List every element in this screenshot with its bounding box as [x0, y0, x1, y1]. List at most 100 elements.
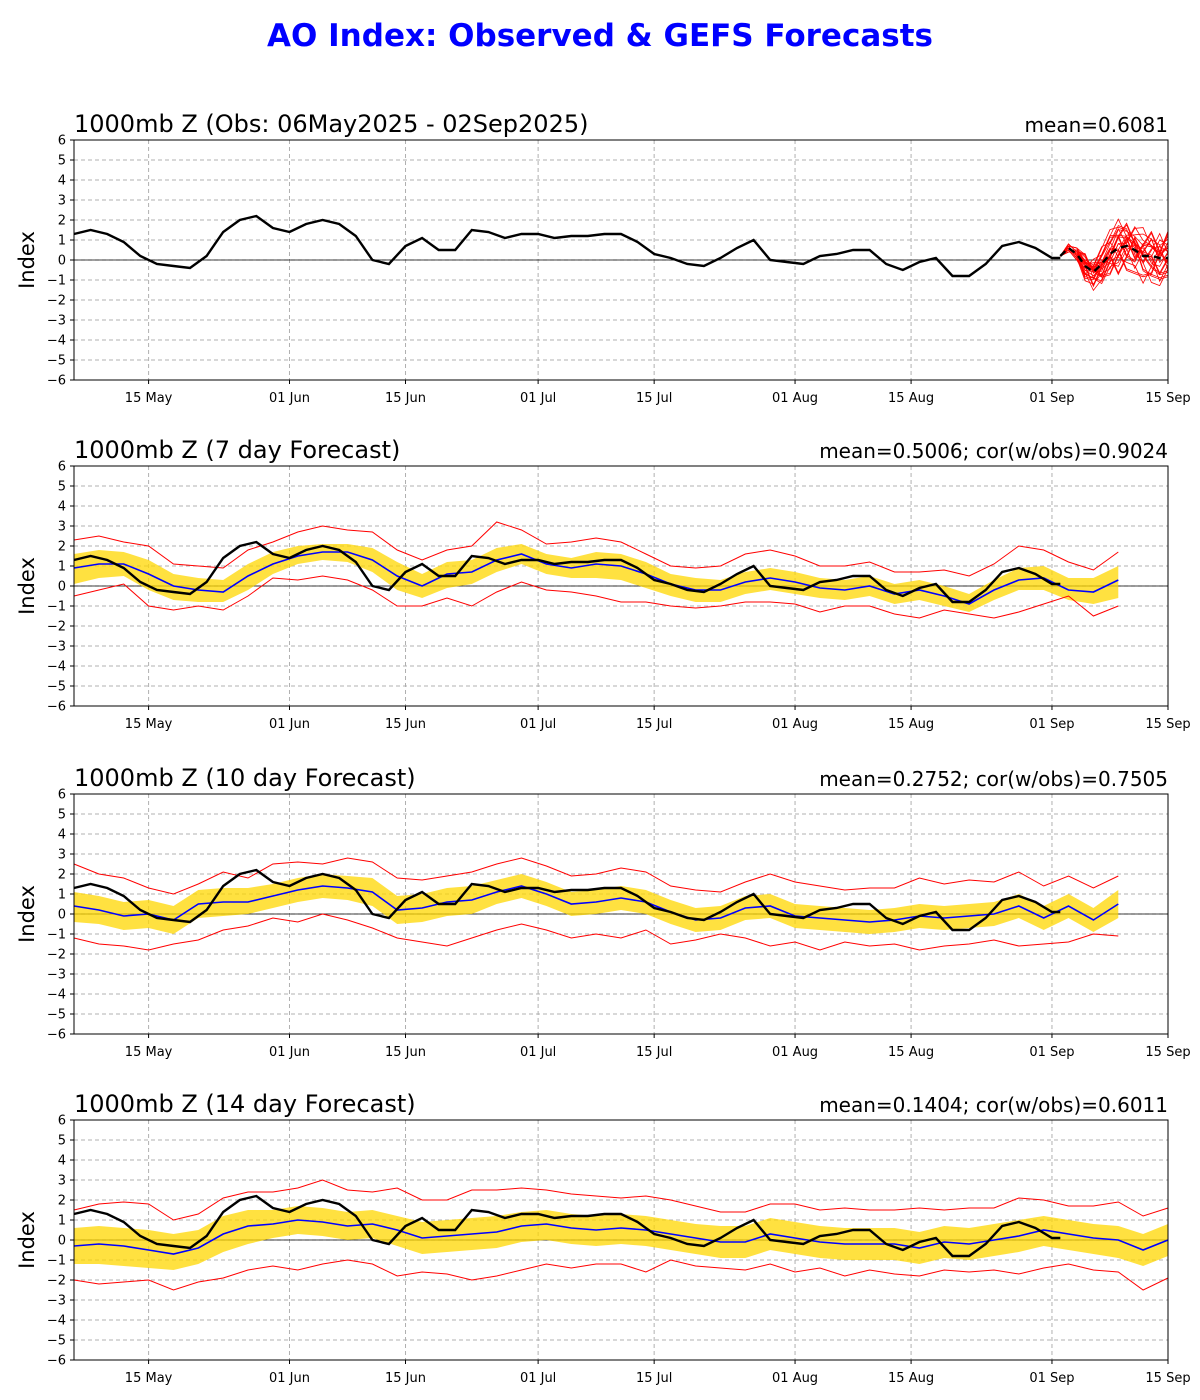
ensemble-max-line — [73, 857, 1119, 895]
x-tick-label: 15 Aug — [888, 717, 934, 732]
x-tick-label: 01 Jun — [269, 391, 310, 406]
ensemble-member-line — [1060, 225, 1169, 276]
y-tick-label: −4 — [47, 660, 66, 675]
ensemble-max-line — [73, 521, 1119, 577]
y-tick-label: −3 — [47, 968, 66, 983]
x-tick-label: 01 Sep — [1029, 1371, 1074, 1386]
y-tick-label: 0 — [58, 908, 66, 923]
panel-title: 1000mb Z (Obs: 06May2025 - 02Sep2025) — [74, 110, 588, 138]
y-tick-label: −5 — [47, 680, 66, 695]
y-tick-label: −2 — [47, 620, 66, 635]
y-tick-label: −2 — [47, 948, 66, 963]
y-axis-label: Index — [15, 1211, 39, 1269]
x-tick-label: 01 Jul — [520, 1371, 556, 1386]
y-tick-label: 1 — [58, 1214, 66, 1229]
y-tick-label: 4 — [58, 828, 66, 843]
y-tick-label: −1 — [47, 928, 66, 943]
y-tick-label: 5 — [58, 154, 66, 169]
y-tick-label: 3 — [58, 520, 66, 535]
y-tick-label: 4 — [58, 1154, 66, 1169]
observed-line — [73, 540, 1061, 604]
y-tick-label: 4 — [58, 174, 66, 189]
y-tick-label: −2 — [47, 294, 66, 309]
x-tick-label: 15 Aug — [888, 391, 934, 406]
y-tick-label: −6 — [47, 700, 66, 715]
x-tick-label: 15 Jun — [385, 717, 426, 732]
x-tick-label: 01 Aug — [772, 717, 818, 732]
x-tick-label: 01 Aug — [772, 391, 818, 406]
x-tick-label: 01 Jul — [520, 391, 556, 406]
x-tick-label: 01 Sep — [1029, 717, 1074, 732]
y-tick-label: 4 — [58, 500, 66, 515]
x-tick-label: 15 Jun — [385, 1045, 426, 1060]
spread-band — [74, 874, 1119, 934]
observed-line — [73, 868, 1061, 932]
y-tick-label: −5 — [47, 1008, 66, 1023]
x-tick-label: 15 Sep — [1145, 717, 1190, 732]
x-tick-label: 15 Jul — [636, 1045, 672, 1060]
ensemble-mean-line — [73, 1219, 1169, 1255]
spread-band — [74, 544, 1119, 612]
ensemble-mean-line — [73, 551, 1119, 605]
y-tick-label: 0 — [58, 254, 66, 269]
ensemble-min-line — [73, 575, 1119, 619]
panel-title: 1000mb Z (10 day Forecast) — [74, 764, 416, 792]
x-tick-label: 01 Jun — [269, 1045, 310, 1060]
x-tick-label: 01 Jun — [269, 1371, 310, 1386]
y-tick-label: −1 — [47, 1254, 66, 1269]
ensemble-min-line — [73, 913, 1119, 951]
x-tick-label: 01 Sep — [1029, 391, 1074, 406]
y-tick-label: −6 — [47, 374, 66, 389]
x-tick-label: 15 Sep — [1145, 391, 1190, 406]
x-tick-label: 01 Aug — [772, 1045, 818, 1060]
y-tick-label: 5 — [58, 480, 66, 495]
x-tick-label: 15 Jul — [636, 391, 672, 406]
x-tick-label: 01 Aug — [772, 1371, 818, 1386]
spread-band — [74, 1206, 1168, 1270]
panel-title: 1000mb Z (7 day Forecast) — [74, 436, 400, 464]
y-axis-label: Index — [15, 885, 39, 943]
panel-stats: mean=0.1404; cor(w/obs)=0.6011 — [819, 1093, 1168, 1117]
y-tick-label: 5 — [58, 1134, 66, 1149]
x-tick-label: 01 Sep — [1029, 1045, 1074, 1060]
panel-stats: mean=0.6081 — [1025, 113, 1168, 137]
y-tick-label: −6 — [47, 1028, 66, 1043]
x-tick-label: 15 Jun — [385, 1371, 426, 1386]
ensemble-member-line — [1060, 238, 1169, 285]
y-tick-label: −1 — [47, 600, 66, 615]
ensemble-member-line — [1059, 222, 1169, 279]
panel-title: 1000mb Z (14 day Forecast) — [74, 1090, 416, 1118]
ensemble-min-line — [73, 1259, 1169, 1291]
y-tick-label: 6 — [58, 1114, 66, 1129]
x-tick-label: 15 May — [125, 1045, 173, 1060]
y-tick-label: −3 — [47, 314, 66, 329]
ensemble-member-line — [1059, 234, 1169, 276]
y-tick-label: 1 — [58, 234, 66, 249]
y-tick-label: −5 — [47, 354, 66, 369]
ensemble-mean-line — [73, 885, 1119, 923]
y-tick-label: −6 — [47, 1354, 66, 1369]
x-tick-label: 01 Jul — [520, 717, 556, 732]
y-tick-label: 6 — [58, 460, 66, 475]
y-tick-label: 2 — [58, 540, 66, 555]
ensemble-member-line — [1059, 237, 1169, 277]
ensemble-mean-dashed-line — [1059, 244, 1168, 274]
y-tick-label: 0 — [58, 1234, 66, 1249]
x-tick-label: 15 May — [125, 391, 173, 406]
y-tick-label: 2 — [58, 1194, 66, 1209]
y-tick-label: −5 — [47, 1334, 66, 1349]
y-axis-label: Index — [15, 231, 39, 289]
y-tick-label: 3 — [58, 1174, 66, 1189]
x-tick-label: 15 Sep — [1145, 1371, 1190, 1386]
y-tick-label: 1 — [58, 560, 66, 575]
y-tick-label: −3 — [47, 640, 66, 655]
y-tick-label: −3 — [47, 1294, 66, 1309]
x-tick-label: 01 Jul — [520, 1045, 556, 1060]
y-tick-label: −4 — [47, 334, 66, 349]
x-tick-label: 15 Aug — [888, 1045, 934, 1060]
x-tick-label: 15 Sep — [1145, 1045, 1190, 1060]
y-tick-label: 2 — [58, 214, 66, 229]
x-tick-label: 15 May — [125, 717, 173, 732]
y-tick-label: 5 — [58, 808, 66, 823]
